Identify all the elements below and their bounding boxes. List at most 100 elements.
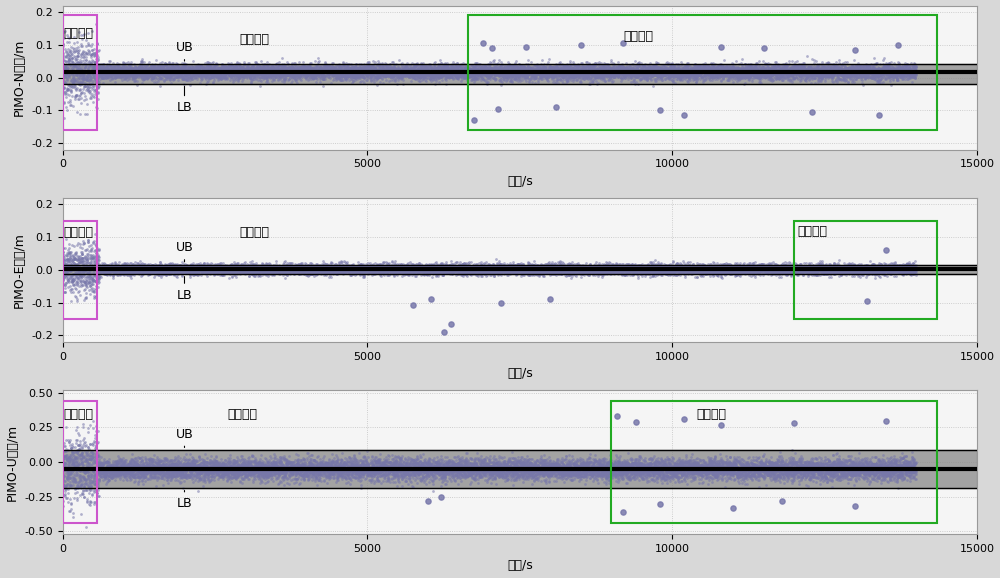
Point xyxy=(516,468,532,477)
Point xyxy=(239,456,255,465)
Point xyxy=(634,68,650,77)
Point xyxy=(443,461,459,470)
Point xyxy=(741,75,757,84)
Point xyxy=(718,267,734,276)
Point xyxy=(303,459,319,468)
Point xyxy=(602,265,618,274)
Point xyxy=(830,261,846,270)
Point xyxy=(235,465,251,475)
Point xyxy=(763,460,779,469)
Point xyxy=(903,462,919,472)
Point xyxy=(150,458,166,467)
Point xyxy=(513,269,529,278)
Point xyxy=(198,261,214,271)
Point xyxy=(574,458,590,467)
Point xyxy=(706,457,722,466)
Point xyxy=(677,464,693,473)
Point xyxy=(118,72,134,81)
Point xyxy=(57,254,73,264)
Point xyxy=(715,459,731,468)
Point xyxy=(477,467,493,476)
Point xyxy=(99,262,115,272)
Point xyxy=(444,260,460,269)
Point xyxy=(392,466,408,476)
Point xyxy=(347,454,363,464)
Point xyxy=(500,475,516,484)
Point xyxy=(870,267,886,276)
Point xyxy=(876,268,892,277)
Point xyxy=(363,466,379,475)
Point xyxy=(415,462,431,471)
Point xyxy=(744,74,760,83)
Point xyxy=(226,265,242,275)
Point xyxy=(205,262,221,271)
Point xyxy=(380,64,396,73)
Point xyxy=(625,472,641,481)
Point xyxy=(878,469,894,478)
Point xyxy=(160,264,176,273)
Point xyxy=(473,62,489,72)
Point xyxy=(98,64,114,73)
Point xyxy=(532,262,548,272)
Point xyxy=(381,266,397,275)
Point xyxy=(526,456,542,465)
Point xyxy=(623,263,639,272)
Point xyxy=(103,266,119,276)
Point xyxy=(405,69,421,78)
Point xyxy=(146,61,162,71)
Point xyxy=(500,265,516,274)
Point xyxy=(609,69,625,79)
Point xyxy=(587,465,603,474)
Point xyxy=(850,66,866,75)
Point xyxy=(676,66,692,76)
Point xyxy=(804,263,820,272)
Point xyxy=(834,266,850,275)
Point xyxy=(826,264,842,273)
Point xyxy=(760,60,776,69)
Point xyxy=(650,265,666,274)
Point xyxy=(651,466,667,475)
Point xyxy=(555,259,571,268)
Point xyxy=(659,465,675,475)
Point xyxy=(622,69,638,78)
Point xyxy=(488,458,504,468)
Point xyxy=(236,69,252,78)
Point xyxy=(853,65,869,74)
Point xyxy=(210,266,226,275)
Point xyxy=(661,69,677,78)
Point xyxy=(905,467,921,476)
Point xyxy=(94,265,110,274)
Point xyxy=(866,71,882,80)
Point xyxy=(855,265,871,275)
Point xyxy=(861,263,877,272)
Point xyxy=(636,269,652,278)
Point xyxy=(128,72,144,81)
Point xyxy=(506,460,522,469)
Point xyxy=(505,66,521,76)
Point xyxy=(294,462,310,472)
Point xyxy=(875,466,891,476)
Point xyxy=(229,68,245,77)
Point xyxy=(829,460,845,469)
Point xyxy=(410,65,426,74)
Point xyxy=(240,268,256,277)
Point xyxy=(235,71,251,80)
Point xyxy=(846,261,862,271)
Point xyxy=(787,68,803,77)
Point xyxy=(862,465,878,475)
Point xyxy=(443,466,459,476)
Point xyxy=(762,68,778,77)
Point xyxy=(370,68,386,77)
Point xyxy=(376,257,392,266)
Point xyxy=(442,260,458,269)
Point xyxy=(288,462,304,471)
Point xyxy=(497,65,513,74)
Point xyxy=(77,251,93,260)
Point xyxy=(312,467,328,476)
Point xyxy=(850,264,866,273)
Point xyxy=(169,469,185,478)
Point xyxy=(549,466,565,475)
Point xyxy=(63,247,79,257)
Point xyxy=(239,267,255,276)
Point xyxy=(389,465,405,474)
